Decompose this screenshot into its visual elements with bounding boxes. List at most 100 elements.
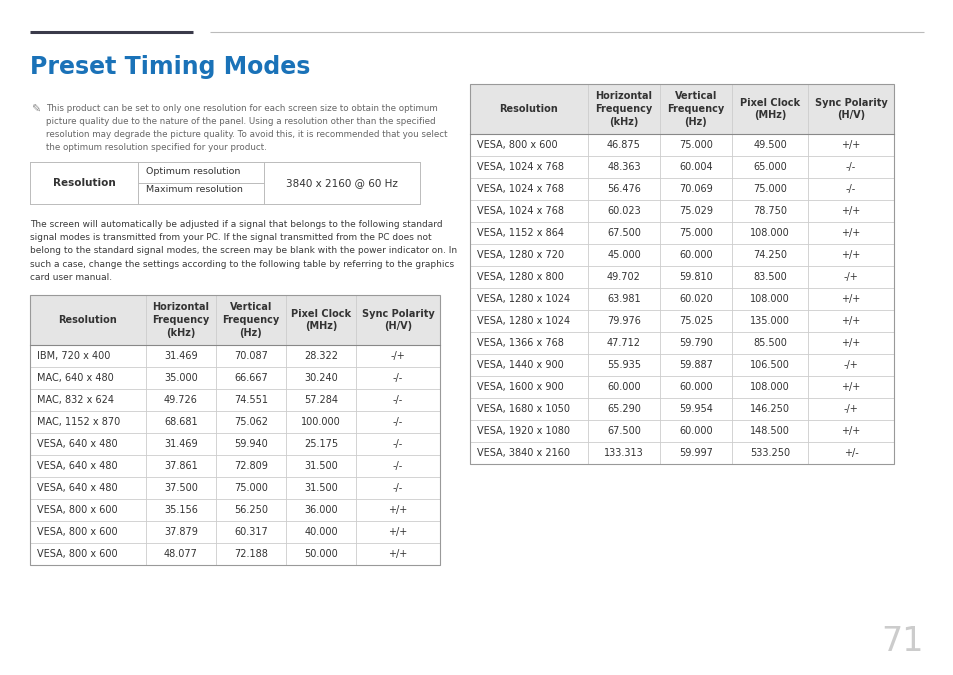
Text: 72.188: 72.188 — [233, 549, 268, 559]
Bar — [470, 332, 893, 354]
Bar — [470, 244, 893, 266]
Text: MAC, 832 x 624: MAC, 832 x 624 — [37, 395, 113, 405]
Text: -/-: -/- — [393, 483, 403, 493]
Text: 36.000: 36.000 — [304, 505, 337, 515]
Text: 67.500: 67.500 — [606, 426, 640, 436]
Text: 79.976: 79.976 — [606, 316, 640, 326]
Bar — [30, 389, 439, 411]
Text: VESA, 1280 x 1024: VESA, 1280 x 1024 — [476, 294, 570, 304]
Text: 66.667: 66.667 — [233, 373, 268, 383]
Text: 75.062: 75.062 — [233, 417, 268, 427]
Text: 65.290: 65.290 — [606, 404, 640, 414]
Text: 37.861: 37.861 — [164, 461, 197, 471]
Text: 59.790: 59.790 — [679, 338, 712, 348]
Text: VESA, 800 x 600: VESA, 800 x 600 — [37, 505, 117, 515]
Bar — [30, 521, 439, 543]
Text: 55.935: 55.935 — [606, 360, 640, 370]
Text: -/-: -/- — [393, 417, 403, 427]
Text: -/+: -/+ — [842, 404, 858, 414]
Text: Horizontal
Frequency
(kHz): Horizontal Frequency (kHz) — [595, 91, 652, 127]
Text: VESA, 1280 x 720: VESA, 1280 x 720 — [476, 250, 563, 260]
Text: Sync Polarity
(H/V): Sync Polarity (H/V) — [814, 98, 886, 120]
Text: -/+: -/+ — [842, 360, 858, 370]
Text: 135.000: 135.000 — [749, 316, 789, 326]
Text: -/-: -/- — [845, 184, 855, 194]
Text: 31.469: 31.469 — [164, 351, 197, 361]
Bar — [30, 367, 439, 389]
Text: Optimum resolution: Optimum resolution — [146, 167, 240, 176]
Text: 60.000: 60.000 — [679, 250, 712, 260]
Bar — [30, 455, 439, 477]
Text: 48.363: 48.363 — [606, 162, 640, 172]
Text: -/-: -/- — [393, 395, 403, 405]
Bar — [30, 477, 439, 499]
Text: VESA, 640 x 480: VESA, 640 x 480 — [37, 439, 117, 449]
Text: 31.500: 31.500 — [304, 461, 337, 471]
Bar — [30, 345, 439, 367]
Text: 60.023: 60.023 — [606, 206, 640, 216]
Text: VESA, 1280 x 800: VESA, 1280 x 800 — [476, 272, 563, 282]
Text: VESA, 800 x 600: VESA, 800 x 600 — [37, 527, 117, 537]
Text: +/+: +/+ — [388, 527, 407, 537]
Text: 60.000: 60.000 — [679, 426, 712, 436]
Text: Pixel Clock
(MHz): Pixel Clock (MHz) — [740, 98, 800, 120]
Text: MAC, 1152 x 870: MAC, 1152 x 870 — [37, 417, 120, 427]
Text: 60.000: 60.000 — [606, 382, 640, 392]
Text: 108.000: 108.000 — [749, 294, 789, 304]
Text: 49.702: 49.702 — [606, 272, 640, 282]
Text: 31.500: 31.500 — [304, 483, 337, 493]
Bar — [470, 222, 893, 244]
Bar — [470, 134, 893, 156]
Text: 28.322: 28.322 — [304, 351, 337, 361]
Text: 75.025: 75.025 — [679, 316, 712, 326]
Text: Pixel Clock
(MHz): Pixel Clock (MHz) — [291, 308, 351, 331]
Text: ✎: ✎ — [30, 105, 40, 115]
Text: 47.712: 47.712 — [606, 338, 640, 348]
Text: VESA, 1920 x 1080: VESA, 1920 x 1080 — [476, 426, 569, 436]
Text: 133.313: 133.313 — [603, 448, 643, 458]
Text: Sync Polarity
(H/V): Sync Polarity (H/V) — [361, 308, 434, 331]
Text: 74.551: 74.551 — [233, 395, 268, 405]
Text: -/-: -/- — [393, 439, 403, 449]
Text: VESA, 1024 x 768: VESA, 1024 x 768 — [476, 184, 563, 194]
Text: VESA, 1152 x 864: VESA, 1152 x 864 — [476, 228, 563, 238]
Text: 78.750: 78.750 — [752, 206, 786, 216]
Text: -/+: -/+ — [390, 351, 405, 361]
Bar — [470, 288, 893, 310]
Bar — [470, 398, 893, 420]
Bar — [470, 442, 893, 464]
Text: +/+: +/+ — [841, 140, 860, 150]
Text: 60.317: 60.317 — [233, 527, 268, 537]
Text: Maximum resolution: Maximum resolution — [146, 185, 243, 194]
Text: -/+: -/+ — [842, 272, 858, 282]
Bar — [470, 84, 893, 134]
Text: Vertical
Frequency
(Hz): Vertical Frequency (Hz) — [667, 91, 724, 127]
Text: VESA, 1600 x 900: VESA, 1600 x 900 — [476, 382, 563, 392]
Text: Vertical
Frequency
(Hz): Vertical Frequency (Hz) — [222, 302, 279, 338]
Text: 108.000: 108.000 — [749, 228, 789, 238]
Text: -/-: -/- — [393, 373, 403, 383]
Text: 85.500: 85.500 — [752, 338, 786, 348]
Bar — [30, 543, 439, 565]
Text: 74.250: 74.250 — [752, 250, 786, 260]
Text: 31.469: 31.469 — [164, 439, 197, 449]
Bar — [470, 376, 893, 398]
Text: This product can be set to only one resolution for each screen size to obtain th: This product can be set to only one reso… — [46, 104, 447, 152]
Bar — [470, 156, 893, 178]
Text: VESA, 640 x 480: VESA, 640 x 480 — [37, 461, 117, 471]
Bar — [30, 295, 439, 345]
Text: 60.000: 60.000 — [679, 382, 712, 392]
Text: 60.004: 60.004 — [679, 162, 712, 172]
Text: +/+: +/+ — [841, 426, 860, 436]
Text: 37.500: 37.500 — [164, 483, 197, 493]
Text: 45.000: 45.000 — [606, 250, 640, 260]
Text: -/-: -/- — [393, 461, 403, 471]
Text: +/+: +/+ — [841, 316, 860, 326]
Text: Resolution: Resolution — [58, 315, 117, 325]
Text: +/-: +/- — [842, 448, 858, 458]
Text: 40.000: 40.000 — [304, 527, 337, 537]
Text: 65.000: 65.000 — [752, 162, 786, 172]
Text: 75.000: 75.000 — [752, 184, 786, 194]
Text: +/+: +/+ — [841, 250, 860, 260]
Text: VESA, 800 x 600: VESA, 800 x 600 — [37, 549, 117, 559]
